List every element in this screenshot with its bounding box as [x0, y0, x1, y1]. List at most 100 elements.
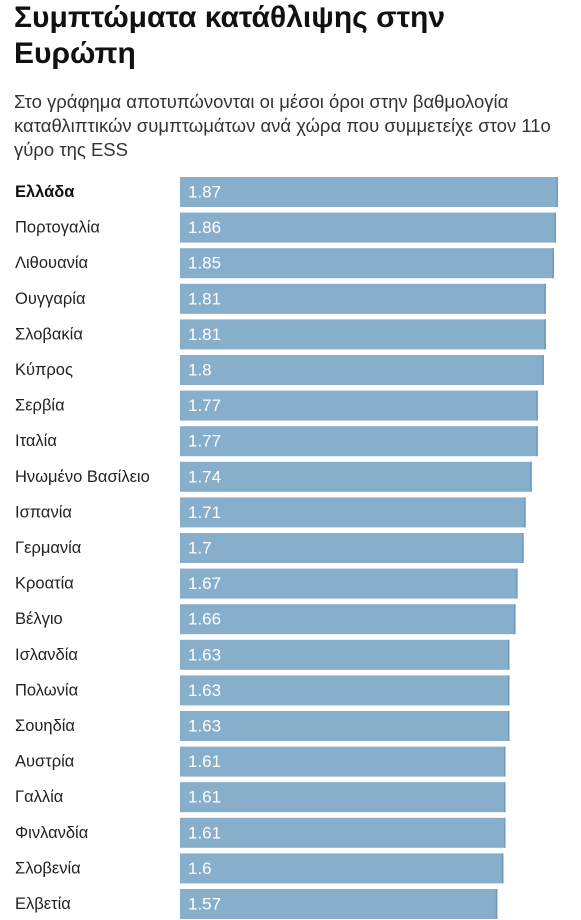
- category-label: Κροατία: [15, 575, 74, 593]
- data-label: 1.61: [188, 752, 221, 771]
- bar: [180, 212, 556, 243]
- bar: [180, 746, 506, 777]
- data-label: 1.57: [188, 895, 221, 914]
- category-label: Γερμανία: [15, 539, 82, 557]
- bar-row: Σουηδία 1.63: [15, 711, 510, 741]
- category-label: Σερβία: [15, 397, 65, 415]
- bar-row: Αυστρία 1.61: [15, 746, 506, 777]
- data-label: 1.85: [188, 254, 221, 273]
- bar-row: Ελλάδα 1.87: [15, 177, 558, 207]
- category-label: Σλοβενία: [15, 859, 81, 877]
- bar-end-edge: [556, 177, 558, 207]
- data-label: 1.74: [188, 467, 221, 486]
- bar-end-edge: [544, 283, 546, 314]
- bar: [180, 889, 498, 919]
- bar: [180, 461, 532, 492]
- data-label: 1.86: [188, 218, 221, 237]
- bar-end-edge: [507, 675, 510, 706]
- bar-row: Πορτογαλία 1.86: [15, 212, 556, 243]
- data-label: 1.81: [188, 289, 221, 308]
- bar-row: Λιθουανία 1.85: [15, 248, 554, 279]
- bar: [180, 177, 558, 207]
- bar: [180, 604, 516, 635]
- data-label: 1.8: [188, 361, 212, 380]
- data-label: 1.63: [188, 645, 221, 664]
- data-label: 1.77: [188, 396, 221, 415]
- bar-end-edge: [530, 461, 532, 492]
- bar-row: Σλοβακία 1.81: [15, 319, 546, 350]
- bar-end-edge: [536, 426, 538, 457]
- data-label: 1.63: [188, 717, 221, 736]
- bar: [180, 426, 538, 457]
- bar-end-edge: [552, 248, 554, 279]
- bar-end-edge: [503, 746, 506, 777]
- category-label: Γαλλία: [15, 788, 64, 806]
- category-label: Ουγγαρία: [15, 290, 86, 308]
- bar-end-edge: [501, 853, 504, 884]
- bar-row: Γερμανία 1.7: [15, 533, 524, 563]
- category-label: Ελλάδα: [15, 183, 74, 201]
- bar: [180, 497, 526, 528]
- category-label: Ισπανία: [15, 503, 72, 521]
- data-label: 1.6: [188, 859, 212, 878]
- bar: [180, 568, 518, 599]
- category-label: Λιθουανία: [15, 254, 89, 272]
- bar-end-edge: [554, 212, 556, 243]
- category-label: Ελβετία: [15, 895, 71, 913]
- data-label: 1.87: [188, 183, 221, 202]
- category-label: Κύπρος: [15, 361, 73, 379]
- bar-end-edge: [542, 355, 544, 385]
- bar-end-edge: [503, 817, 506, 848]
- category-label: Ηνωμένο Βασίλειο: [15, 468, 150, 486]
- bar: [180, 639, 510, 670]
- category-label: Βέλγιο: [15, 610, 63, 628]
- bar-end-edge: [524, 497, 526, 528]
- bar-row: Φινλανδία 1.61: [15, 817, 506, 848]
- bar: [180, 817, 506, 848]
- data-label: 1.61: [188, 823, 221, 842]
- bar: [180, 390, 538, 421]
- category-label: Σουηδία: [15, 717, 75, 735]
- bar: [180, 319, 546, 350]
- data-label: 1.61: [188, 788, 221, 807]
- bar-end-edge: [514, 604, 516, 635]
- bar-end-edge: [495, 889, 498, 919]
- bar-row: Ελβετία 1.57: [15, 889, 498, 919]
- bar-row: Σλοβενία 1.6: [15, 853, 504, 884]
- bar-row: Ηνωμένο Βασίλειο 1.74: [15, 461, 532, 492]
- data-label: 1.71: [188, 503, 221, 522]
- bar: [180, 533, 524, 563]
- data-label: 1.81: [188, 325, 221, 344]
- chart-title: Συμπτώματα κατάθλιψης στην Ευρώπη: [14, 1, 446, 70]
- bar: [180, 355, 544, 385]
- bar-row: Βέλγιο 1.66: [15, 604, 516, 635]
- data-label: 1.7: [188, 539, 212, 558]
- category-label: Ιταλία: [15, 432, 57, 450]
- category-label: Φινλανδία: [15, 824, 89, 842]
- bar-end-edge: [522, 533, 524, 563]
- bar-row: Ουγγαρία 1.81: [15, 283, 546, 314]
- bar-row: Γαλλία 1.61: [15, 782, 506, 813]
- bar: [180, 782, 506, 813]
- bar: [180, 283, 546, 314]
- bar-row: Κροατία 1.67: [15, 568, 518, 599]
- category-label: Αυστρία: [15, 753, 75, 771]
- bar-row: Ισπανία 1.71: [15, 497, 526, 528]
- bar-end-edge: [503, 782, 506, 813]
- bar-row: Ισλανδία 1.63: [15, 639, 510, 670]
- bar-row: Σερβία 1.77: [15, 390, 538, 421]
- category-label: Ισλανδία: [15, 646, 78, 664]
- data-label: 1.63: [188, 681, 221, 700]
- bar-end-edge: [544, 319, 546, 350]
- data-label: 1.77: [188, 432, 221, 451]
- category-label: Πορτογαλία: [15, 219, 100, 237]
- bar: [180, 248, 554, 279]
- bar-end-edge: [507, 639, 510, 670]
- bar-end-edge: [536, 390, 538, 421]
- bar: [180, 675, 510, 706]
- category-label: Σλοβακία: [15, 325, 83, 343]
- chart-subtitle: Στο γράφημα αποτυπώνονται οι μέσοι όροι …: [14, 91, 551, 160]
- bar-end-edge: [516, 568, 518, 599]
- data-label: 1.67: [188, 574, 221, 593]
- bar-row: Ιταλία 1.77: [15, 426, 538, 457]
